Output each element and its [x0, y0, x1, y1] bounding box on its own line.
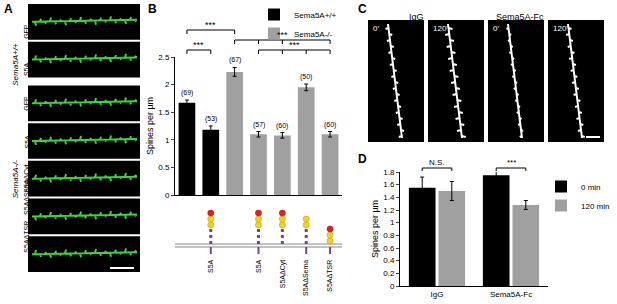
- svg-text:2: 2: [165, 80, 170, 89]
- svg-text:Sema5A-Fc: Sema5A-Fc: [496, 12, 544, 22]
- svg-text:Spines per µm: Spines per µm: [145, 97, 155, 155]
- svg-text:N.S.: N.S.: [429, 158, 445, 167]
- svg-text:(69): (69): [181, 89, 193, 97]
- svg-text:(53): (53): [205, 115, 217, 123]
- svg-text:IgG: IgG: [409, 12, 424, 22]
- svg-text:GFP: GFP: [23, 24, 30, 39]
- svg-text:1.4: 1.4: [383, 193, 395, 202]
- svg-text:2.5: 2.5: [158, 53, 170, 62]
- svg-text:S5A: S5A: [24, 135, 31, 149]
- svg-text:***: ***: [277, 30, 288, 40]
- svg-text:S5A: S5A: [23, 63, 30, 77]
- svg-text:S5AΔCyt: S5AΔCyt: [279, 260, 287, 288]
- svg-text:0.5: 0.5: [158, 163, 170, 172]
- svg-text:Sema5A-/-: Sema5A-/-: [294, 30, 333, 39]
- svg-text:1.8: 1.8: [383, 168, 395, 177]
- svg-text:S5AΔSema: S5AΔSema: [23, 179, 30, 215]
- svg-text:Sema5A-Fc: Sema5A-Fc: [490, 290, 532, 299]
- svg-text:S5A: S5A: [255, 259, 262, 273]
- svg-text:(60): (60): [324, 121, 336, 129]
- svg-text:Sema5A+/+: Sema5A+/+: [294, 11, 337, 20]
- svg-text:0: 0: [390, 282, 395, 291]
- svg-text:***: ***: [507, 158, 516, 167]
- svg-text:0': 0': [493, 24, 499, 33]
- svg-text:1.6: 1.6: [383, 180, 395, 189]
- svg-text:***: ***: [205, 20, 216, 30]
- svg-text:C: C: [358, 2, 367, 16]
- svg-text:A: A: [4, 2, 13, 16]
- svg-text:120': 120': [553, 24, 568, 33]
- svg-text:0 min: 0 min: [581, 183, 601, 192]
- svg-text:S5AΔTSR: S5AΔTSR: [23, 221, 30, 253]
- svg-text:1.5: 1.5: [158, 108, 170, 117]
- svg-text:1.2: 1.2: [383, 206, 395, 215]
- svg-text:S5AΔCyt: S5AΔCyt: [23, 164, 31, 192]
- svg-text:0.8: 0.8: [383, 231, 395, 240]
- svg-text:(60): (60): [276, 122, 288, 130]
- svg-text:S5AΔTSR: S5AΔTSR: [326, 260, 333, 292]
- svg-text:0: 0: [165, 191, 170, 200]
- svg-text:GFP: GFP: [23, 96, 30, 111]
- svg-text:***: ***: [289, 40, 300, 50]
- svg-text:(50): (50): [300, 73, 312, 81]
- svg-text:S5A: S5A: [207, 259, 214, 273]
- svg-text:(67): (67): [229, 56, 241, 64]
- svg-text:B: B: [148, 2, 157, 16]
- svg-text:0.6: 0.6: [383, 244, 395, 253]
- svg-text:0.2: 0.2: [383, 269, 395, 278]
- svg-text:0': 0': [373, 24, 379, 33]
- svg-text:S5AΔSema: S5AΔSema: [302, 260, 309, 296]
- svg-text:D: D: [358, 152, 367, 166]
- svg-text:Sema5A+/+: Sema5A+/+: [11, 43, 20, 86]
- svg-text:1: 1: [390, 218, 395, 227]
- svg-text:1: 1: [165, 136, 170, 145]
- svg-text:Spines per µm: Spines per µm: [370, 200, 380, 258]
- svg-text:Sema5A-/-: Sema5A-/-: [11, 160, 20, 199]
- svg-text:IgG: IgG: [431, 290, 444, 299]
- svg-text:0.4: 0.4: [383, 256, 395, 265]
- svg-text:(57): (57): [253, 121, 265, 129]
- svg-text:120 min: 120 min: [581, 202, 609, 211]
- svg-text:120': 120': [433, 24, 448, 33]
- svg-text:***: ***: [193, 40, 204, 50]
